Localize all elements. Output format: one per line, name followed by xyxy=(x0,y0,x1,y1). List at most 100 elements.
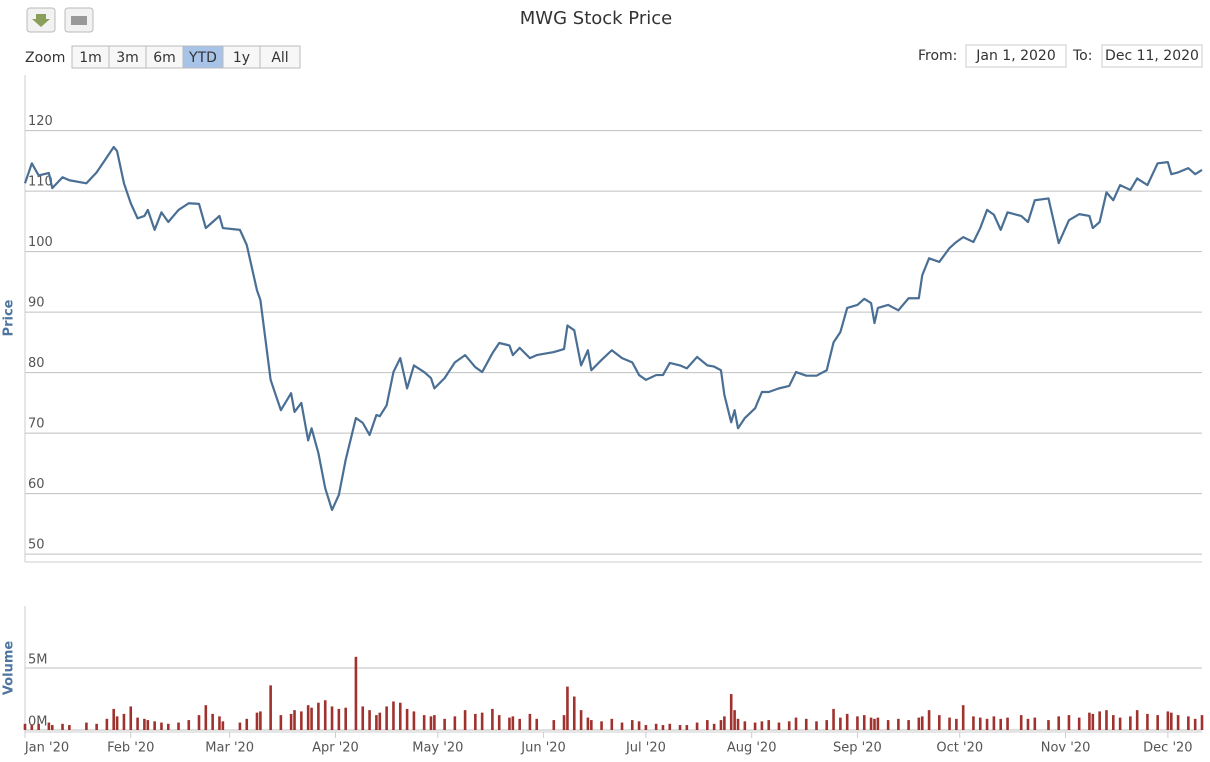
range-button-label: 3m xyxy=(116,50,139,66)
volume-bar xyxy=(907,720,910,730)
volume-bar xyxy=(1057,716,1061,730)
to-date: Dec 11, 2020 xyxy=(1105,48,1199,64)
volume-bar xyxy=(255,712,259,730)
y-tick-label: 60 xyxy=(28,477,45,492)
volume-bar xyxy=(668,723,672,730)
price-line xyxy=(23,145,1203,512)
volume-bar xyxy=(68,725,71,730)
volume-bar xyxy=(122,713,126,730)
volume-bar xyxy=(600,721,603,730)
volume-bar xyxy=(112,708,116,730)
volume-bar xyxy=(719,720,723,730)
volume-bar xyxy=(289,713,293,730)
range-button[interactable] xyxy=(259,45,301,69)
volume-bar xyxy=(1033,717,1037,730)
y-tick-label: 70 xyxy=(28,417,45,432)
volume-bar xyxy=(1098,711,1101,730)
volume-bar xyxy=(723,716,726,730)
volume-bar xyxy=(825,720,829,730)
volume-bar xyxy=(30,725,34,730)
volume-bar xyxy=(361,706,365,730)
x-tick-label: Oct '20 xyxy=(936,741,983,756)
volume-bar xyxy=(337,708,341,730)
volume-bar xyxy=(511,716,515,730)
volume-bar xyxy=(211,713,214,730)
volume-bar xyxy=(712,723,716,730)
volume-bar xyxy=(804,718,808,730)
volume-bar xyxy=(1146,713,1149,730)
volume-bar xyxy=(166,723,170,730)
volume-bar xyxy=(378,712,382,730)
volume-bar xyxy=(876,717,880,730)
x-tick-label: Sep '20 xyxy=(833,741,882,756)
volume-bar xyxy=(917,717,921,730)
y2-tick-label: 5M xyxy=(28,653,48,668)
from-date: Jan 1, 2020 xyxy=(975,48,1055,64)
volume-bar xyxy=(955,718,958,730)
volume-bar xyxy=(368,710,371,730)
y-tick-label: 50 xyxy=(28,538,45,553)
volume-bar xyxy=(637,721,641,730)
volume-bar xyxy=(153,721,156,730)
volume-bar xyxy=(678,725,682,730)
to-input[interactable] xyxy=(1101,44,1203,68)
volume-bar xyxy=(1105,710,1108,730)
export-buttons xyxy=(26,7,94,33)
volume-bar xyxy=(310,707,313,730)
range-buttons: 1m 3m 6m YTD 1y All xyxy=(71,45,301,69)
volume-bar xyxy=(279,715,283,730)
volume-bar xyxy=(491,708,494,730)
volume-bar xyxy=(927,710,931,730)
volume-bar xyxy=(453,716,457,730)
range-button-label: 1m xyxy=(79,50,102,66)
volume-bar xyxy=(1091,713,1095,730)
volume-bar xyxy=(661,725,665,730)
volume-bar xyxy=(920,716,924,730)
volume-bar xyxy=(433,715,436,730)
from-input[interactable] xyxy=(965,44,1067,68)
volume-bar xyxy=(136,717,139,730)
volume-bar xyxy=(1200,715,1204,730)
volume-bar xyxy=(143,718,146,730)
volume-bar xyxy=(729,694,733,730)
volume-bar xyxy=(197,715,201,730)
volume-bar xyxy=(961,705,965,730)
volume-bar xyxy=(422,715,426,730)
volume-bar xyxy=(412,711,416,730)
volume-bar xyxy=(978,717,982,730)
x-tick-label: Jun '20 xyxy=(520,741,566,756)
chart-title: MWG Stock Price xyxy=(520,8,672,29)
volume-bar xyxy=(1067,715,1071,730)
x-tick-label: May '20 xyxy=(412,741,463,756)
volume-bar xyxy=(61,723,64,730)
volume-bar xyxy=(218,716,221,730)
volume-bar xyxy=(1026,718,1030,730)
volume-bar xyxy=(429,716,433,730)
volume-bar xyxy=(323,700,327,730)
x-tick-label: Dec '20 xyxy=(1143,741,1192,756)
x-tick-label: Jul '20 xyxy=(625,741,666,756)
zoom-label: Zoom xyxy=(25,50,65,66)
volume-bar xyxy=(300,711,303,730)
volume-bar xyxy=(685,725,689,730)
volume-bar xyxy=(146,720,150,730)
volume-bar xyxy=(777,722,781,730)
x-tick-label: Apr '20 xyxy=(312,741,359,756)
y-tick-label: 120 xyxy=(28,114,53,129)
volume-bar xyxy=(869,717,873,730)
volume-bar xyxy=(985,718,989,730)
volume-bar xyxy=(572,696,576,730)
range-button-label: 1y xyxy=(233,50,250,66)
download-icon xyxy=(32,14,50,27)
volume-bar xyxy=(1166,711,1170,730)
volume-bar xyxy=(794,717,798,730)
volume-bar xyxy=(405,708,409,730)
volume-bar xyxy=(862,715,866,730)
volume-bar xyxy=(474,713,477,730)
range-button-label: YTD xyxy=(188,50,217,66)
volume-bar xyxy=(1006,717,1009,730)
volume-bar xyxy=(579,710,583,730)
y2-axis-title: Volume xyxy=(2,641,17,696)
volume-bar xyxy=(1088,712,1091,730)
